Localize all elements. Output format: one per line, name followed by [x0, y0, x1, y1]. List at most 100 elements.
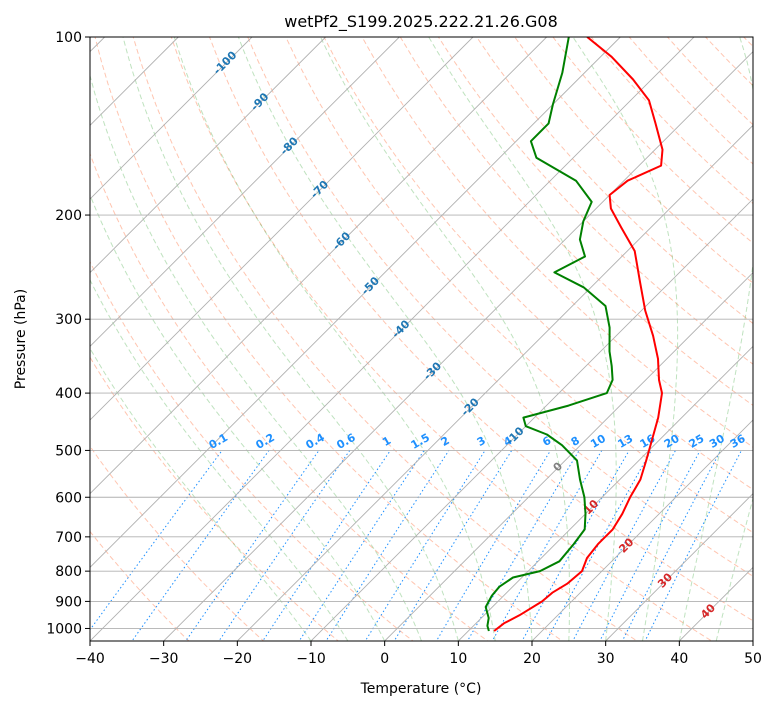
x-tick-label: 40	[670, 651, 688, 667]
chart-title: wetPf2_S199.2025.222.21.26.G08	[284, 12, 558, 32]
moist-adiabat-line	[90, 193, 386, 641]
dewpoint-profile-line	[484, 37, 614, 632]
mixing-ratio-line	[599, 450, 701, 641]
dry-adiabat-line	[90, 530, 190, 641]
moist-adiabat-line	[428, 37, 617, 641]
mixing-ratio-line	[298, 450, 425, 641]
x-axis-label: Temperature (°C)	[360, 681, 482, 697]
moist-adiabat-line	[90, 278, 349, 641]
isotherm-line	[752, 640, 753, 641]
mixing-ratio-line	[325, 450, 450, 641]
mixing-ratio-label: 30	[707, 432, 727, 451]
moist-adiabat-line	[173, 37, 496, 641]
x-tick-label: 0	[380, 651, 389, 667]
isotherm-line	[90, 37, 253, 200]
isotherm-line	[458, 345, 753, 641]
x-tick-label: 50	[744, 651, 762, 667]
mixing-ratio-line	[621, 450, 722, 641]
x-tick-label: −40	[75, 651, 105, 667]
dry-adiabat-line	[209, 37, 753, 622]
dry-adiabat-line	[90, 260, 414, 641]
isotherm-label: -90	[248, 90, 271, 113]
mixing-ratio-label: 3	[475, 434, 488, 449]
mixing-ratio-line	[185, 450, 320, 641]
mixing-ratio-label: 0.4	[304, 431, 328, 452]
mixing-ratio-label: 0.6	[334, 431, 358, 452]
isotherm-line	[90, 37, 695, 641]
isotherm-line	[90, 37, 547, 495]
y-tick-label: 400	[55, 386, 82, 402]
isotherm-label: 30	[655, 570, 675, 590]
grid-lines	[90, 37, 753, 641]
background-lines	[90, 37, 753, 641]
y-tick-label: 300	[55, 312, 82, 328]
y-tick-label: 800	[55, 564, 82, 580]
mixing-ratio-line	[545, 450, 652, 641]
mixing-ratio-label: 1.5	[409, 431, 432, 452]
x-tick-label: −10	[296, 651, 326, 667]
dry-adiabat-line	[170, 37, 713, 641]
moist-adiabat-line	[715, 496, 753, 641]
moist-adiabat-line	[122, 37, 459, 641]
mixing-ratio-line	[393, 450, 513, 641]
mixing-ratio-line	[90, 450, 223, 631]
dry-adiabat-line	[90, 356, 339, 641]
isotherm-line	[237, 124, 753, 641]
isotherm-line	[90, 37, 400, 347]
isotherm-line	[605, 493, 753, 641]
mixing-ratio-label: 6	[540, 434, 553, 449]
x-tick-label: 20	[523, 651, 541, 667]
dry-adiabat-line	[94, 37, 564, 641]
dry-adiabat-line	[90, 445, 265, 641]
temperature-profile-line	[493, 37, 664, 632]
mixing-ratio-label: 25	[687, 432, 707, 451]
profiles	[484, 37, 664, 632]
moist-adiabat-line	[572, 37, 679, 641]
isotherm-line	[679, 566, 753, 641]
isotherm-label: -100	[211, 48, 240, 77]
dry-adiabat-line	[399, 37, 753, 407]
y-axis: 100 200 300 400 500 600 700 800 900 1000	[46, 30, 90, 637]
mixing-ratio-line	[644, 450, 742, 641]
dry-adiabat-line	[437, 37, 753, 365]
dry-adiabat-line	[247, 37, 753, 577]
moist-adiabat-line	[237, 37, 533, 641]
isotherm-line	[163, 51, 753, 641]
y-tick-label: 900	[55, 594, 82, 610]
mixing-ratio-line	[521, 450, 630, 641]
y-tick-label: 1000	[46, 621, 82, 637]
mixing-ratio-label: 1	[380, 434, 393, 449]
isotherm-label: -60	[330, 229, 353, 252]
dry-adiabat-line	[132, 37, 638, 641]
x-tick-label: 10	[449, 651, 467, 667]
isotherm-line	[384, 272, 753, 641]
isotherm-label: 40	[698, 601, 718, 621]
y-tick-label: 700	[55, 530, 82, 546]
mixing-ratio-label: 36	[728, 432, 748, 451]
isotherm-line	[90, 37, 326, 274]
moist-adiabat-line	[90, 347, 312, 641]
isotherm-line	[531, 419, 753, 641]
isotherm-label: -70	[308, 178, 331, 201]
moist-adiabat-line	[752, 639, 753, 641]
x-tick-label: −30	[149, 651, 179, 667]
moist-adiabat-line	[90, 73, 422, 641]
plot-frame	[89, 36, 754, 642]
mixing-ratio-line	[262, 450, 391, 641]
mixing-ratio-line	[131, 450, 270, 641]
y-tick-label: 200	[55, 208, 82, 224]
isotherm-line	[90, 37, 621, 568]
x-axis: −40 −30 −20 −10 0 10 20 30 40 50	[75, 641, 762, 667]
y-axis-label: Pressure (hPa)	[13, 289, 29, 389]
isotherm-line	[90, 37, 474, 421]
x-tick-label: 30	[597, 651, 615, 667]
isotherm-label: -50	[359, 274, 382, 297]
moist-adiabat-line	[678, 37, 753, 641]
isotherm-line	[310, 198, 753, 641]
mixing-ratio-label: 2	[439, 434, 452, 449]
moist-adiabat-line	[320, 37, 571, 641]
mixing-ratio-label: 16	[638, 432, 658, 451]
y-tick-label: 600	[55, 490, 82, 506]
dry-adiabat-line	[476, 37, 753, 325]
